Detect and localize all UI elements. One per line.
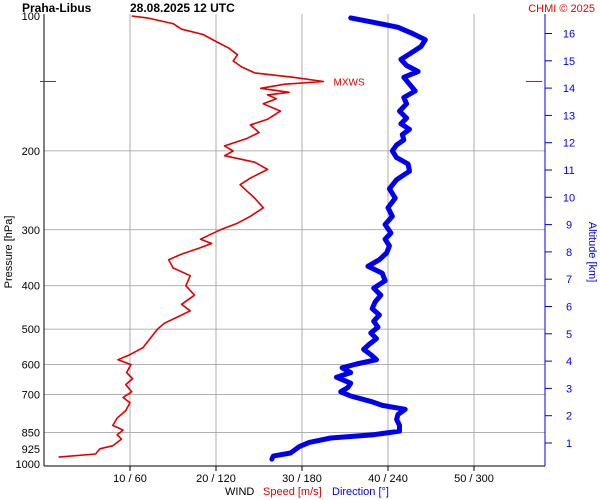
altitude-tick-label: 7 bbox=[566, 274, 572, 286]
series-layer bbox=[58, 15, 428, 462]
altitude-tick-label: 16 bbox=[563, 29, 575, 41]
altitude-tick-label: 12 bbox=[563, 138, 575, 150]
altitude-tick-label: 2 bbox=[566, 411, 572, 423]
pressure-tick-label: 500 bbox=[22, 324, 40, 336]
x-tick-label: 30 / 180 bbox=[282, 473, 322, 485]
direction-series-line bbox=[269, 15, 428, 462]
mxws-annotation: MXWS bbox=[334, 77, 365, 88]
altitude-tick-label: 11 bbox=[563, 165, 574, 177]
altitude-tick-label: 9 bbox=[566, 220, 572, 232]
direction-axis-title: Direction [°] bbox=[332, 486, 389, 498]
altitude-tick-label: 5 bbox=[566, 329, 572, 341]
pressure-tick-label: 600 bbox=[22, 360, 40, 372]
altitude-tick-label: 15 bbox=[563, 56, 575, 68]
altitude-tick-label: 14 bbox=[563, 83, 575, 95]
pressure-axis-title: Pressure [hPa] bbox=[3, 216, 15, 289]
pressure-tick-label: 1000 bbox=[16, 459, 40, 471]
pressure-tick-label: 200 bbox=[22, 146, 40, 158]
altitude-tick-label: 10 bbox=[563, 192, 575, 204]
date-time: 28.08.2025 12 UTC bbox=[130, 1, 235, 15]
x-tick-label: 40 / 240 bbox=[368, 473, 408, 485]
pressure-tick-label: 300 bbox=[22, 225, 40, 237]
altitude-tick-label: 1 bbox=[566, 438, 572, 450]
pressure-tick-label: 700 bbox=[22, 390, 40, 402]
credit-text: CHMI © 2025 bbox=[528, 3, 595, 15]
altitude-tick-label: 13 bbox=[563, 110, 575, 122]
x-tick-label: 10 / 60 bbox=[113, 473, 147, 485]
pressure-tick-label: 400 bbox=[22, 281, 40, 293]
altitude-tick-label: 4 bbox=[566, 356, 572, 368]
wind-label: WIND bbox=[225, 486, 254, 498]
speed-axis-title: Speed [m/s] bbox=[263, 486, 322, 498]
altitude-tick-label: 6 bbox=[566, 302, 572, 314]
x-tick-label: 20 / 120 bbox=[196, 473, 236, 485]
x-tick-label: 50 / 300 bbox=[454, 473, 494, 485]
altitude-axis-title: Altitude [km] bbox=[586, 222, 598, 283]
pressure-tick-label: 100 bbox=[22, 11, 40, 23]
altitude-tick-label: 3 bbox=[566, 383, 572, 395]
station-name: Praha-Libus bbox=[22, 1, 92, 15]
pressure-tick-label: 850 bbox=[22, 427, 40, 439]
altitude-tick-label: 8 bbox=[566, 247, 572, 259]
speed-series-line bbox=[58, 15, 325, 458]
pressure-tick-label: 925 bbox=[22, 444, 40, 456]
